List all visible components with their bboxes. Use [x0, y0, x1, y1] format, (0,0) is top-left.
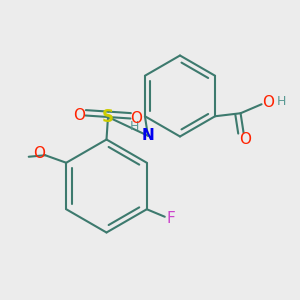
Text: O: O [74, 108, 86, 123]
Text: H: H [276, 95, 286, 108]
Text: N: N [142, 128, 154, 143]
Text: O: O [130, 111, 142, 126]
Text: O: O [239, 132, 251, 147]
Text: O: O [262, 95, 274, 110]
Text: O: O [33, 146, 45, 161]
Text: F: F [167, 211, 176, 226]
Text: H: H [130, 120, 139, 133]
Text: S: S [102, 108, 114, 126]
